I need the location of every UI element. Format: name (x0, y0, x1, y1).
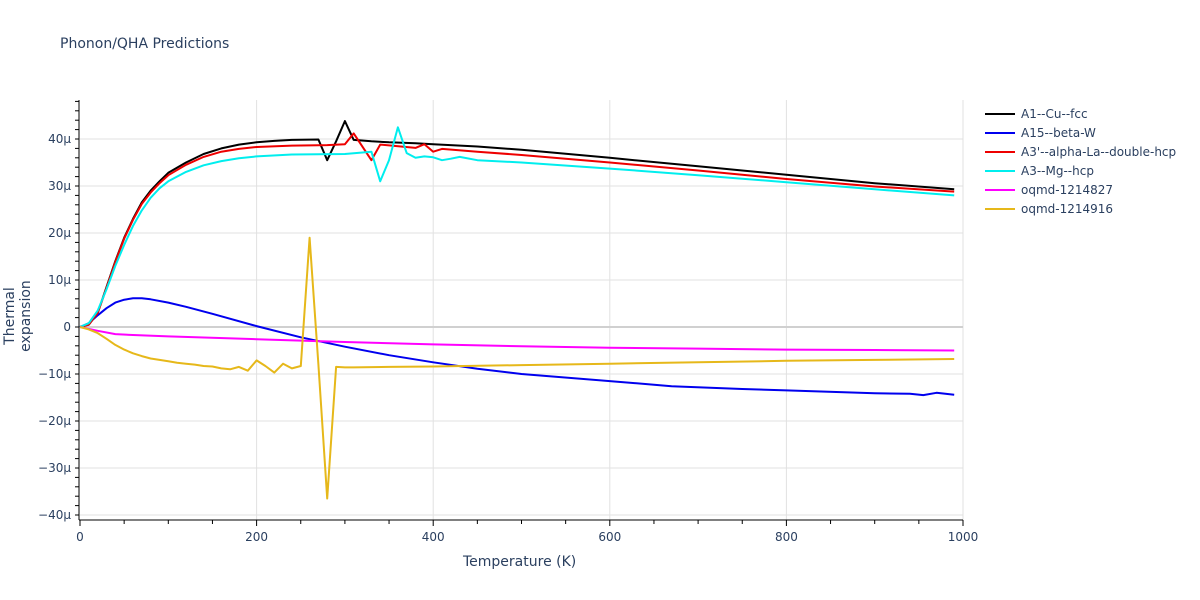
legend-item-oqmd-1214827[interactable]: oqmd-1214827 (985, 180, 1176, 199)
chart-title: Phonon/QHA Predictions (60, 36, 230, 52)
y-tick-label: −40μ (38, 508, 71, 522)
legend-line-icon (985, 207, 1015, 210)
x-tick-label: 1000 (948, 530, 979, 544)
series-line (79, 126, 955, 328)
legend-item-a1-cu-fcc[interactable]: A1--Cu--fcc (985, 104, 1176, 123)
series-line (79, 236, 955, 500)
y-tick-label: 30μ (48, 179, 71, 193)
legend-line-icon (985, 112, 1015, 115)
y-tick-label: −10μ (38, 367, 71, 381)
legend-label: A3'--alpha-La--double-hcp (1021, 144, 1177, 159)
x-axis-title: Temperature (K) (463, 554, 577, 570)
legend-line-icon (985, 150, 1015, 153)
legend-label: A1--Cu--fcc (1021, 106, 1088, 121)
legend-item-a3-mg-hcp[interactable]: A3--Mg--hcp (985, 161, 1176, 180)
y-tick-label: 0 (63, 320, 71, 334)
series-line (79, 326, 955, 352)
axes: 0 200 400 600 800 1000 40μ 30μ 20μ 10μ 0 −10μ −20μ −3… (38, 100, 978, 544)
y-tick-label: 10μ (48, 273, 71, 287)
legend-line-icon (985, 188, 1015, 191)
y-tick-label: −20μ (38, 414, 71, 428)
x-tick-label: 400 (422, 530, 445, 544)
legend-line-icon (985, 131, 1015, 134)
legend-label: oqmd-1214916 (1021, 201, 1114, 216)
legend-line-icon (985, 169, 1015, 172)
x-tick-label: 0 (76, 530, 84, 544)
y-tick-label: 20μ (48, 226, 71, 240)
x-tick-label: 800 (775, 530, 798, 544)
data-series (79, 120, 955, 500)
grid-lines (80, 100, 964, 520)
legend-label: oqmd-1214827 (1021, 182, 1114, 197)
legend: A1--Cu--fcc A15--beta-W A3'--alpha-La--d… (985, 104, 1176, 218)
legend-item-a15-beta-w[interactable]: A15--beta-W (985, 123, 1176, 142)
legend-label: A15--beta-W (1021, 125, 1096, 140)
series-line (79, 120, 955, 328)
legend-item-a3prime-alpha-la[interactable]: A3'--alpha-La--double-hcp (985, 142, 1176, 161)
x-tick-label: 200 (245, 530, 268, 544)
y-tick-label: −30μ (38, 461, 71, 475)
y-tick-label: 40μ (48, 132, 71, 146)
legend-label: A3--Mg--hcp (1021, 163, 1094, 178)
x-tick-label: 600 (598, 530, 621, 544)
legend-item-oqmd-1214916[interactable]: oqmd-1214916 (985, 199, 1176, 218)
series-line (79, 132, 955, 328)
y-axis-title: Thermal expansion (2, 280, 34, 352)
